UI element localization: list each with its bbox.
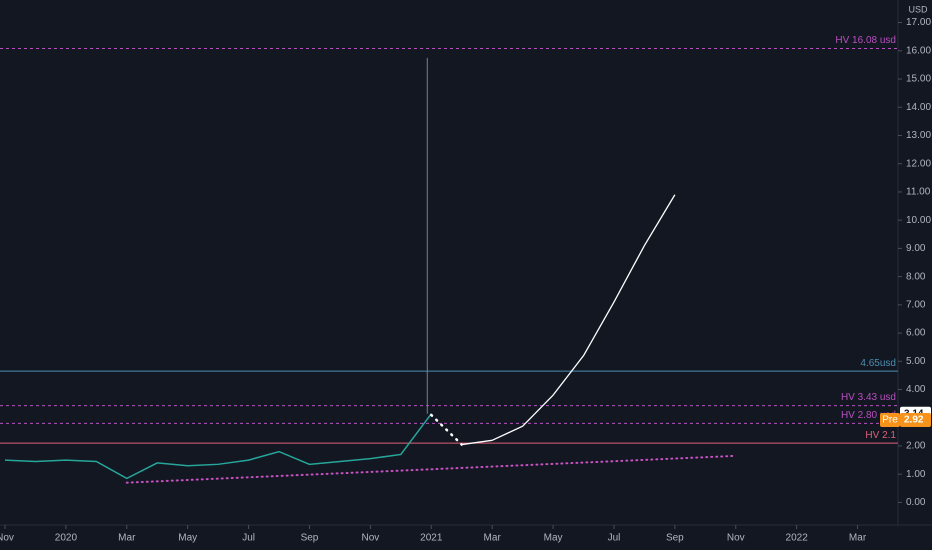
x-tick-label: Nov	[0, 533, 14, 544]
y-tick-label: 6.00	[906, 328, 926, 339]
y-tick-label: 13.00	[906, 130, 931, 141]
y-tick-label: 4.00	[906, 384, 926, 395]
y-tick-label: 2.00	[906, 441, 926, 452]
price-badge	[900, 413, 931, 427]
x-tick-label: Nov	[361, 533, 379, 544]
level-label: HV 3.43 usd	[841, 392, 896, 403]
x-tick-label: May	[544, 533, 563, 544]
y-tick-label: 1.00	[906, 469, 926, 480]
badge-tag-label: Pre	[882, 415, 898, 426]
x-tick-label: Mar	[484, 533, 502, 544]
level-label: 4.65usd	[860, 358, 896, 369]
x-tick-label: May	[178, 533, 197, 544]
y-tick-label: 11.00	[906, 187, 931, 198]
x-tick-label: Nov	[727, 533, 745, 544]
price-badge-label: 2.92	[904, 415, 924, 426]
badge-tag	[880, 413, 900, 427]
y-tick-label: 12.00	[906, 158, 931, 169]
y-tick-label: 15.00	[906, 74, 931, 85]
trendline	[125, 454, 737, 484]
y-tick-label: 8.00	[906, 271, 926, 282]
x-tick-label: Mar	[118, 533, 136, 544]
y-tick-label: 9.00	[906, 243, 926, 254]
price-line	[4, 413, 432, 480]
level-label: HV 2.80 usd	[841, 410, 896, 421]
level-label: HV 2.1	[865, 430, 896, 441]
y-tick-label: 5.00	[906, 356, 926, 367]
level-label: HV 16.08 usd	[835, 35, 896, 46]
curve-projection	[461, 194, 676, 446]
y-tick-label: 14.00	[906, 102, 931, 113]
y-tick-label: 7.00	[906, 299, 926, 310]
y-tick-label: 0.00	[906, 497, 926, 508]
drop-projection	[430, 413, 463, 446]
x-tick-label: 2022	[786, 533, 809, 544]
x-tick-label: Mar	[849, 533, 867, 544]
x-tick-label: 2020	[55, 533, 78, 544]
x-tick-label: Sep	[666, 533, 684, 544]
currency-label: USD	[908, 4, 928, 14]
y-tick-label: 17.00	[906, 17, 931, 28]
x-tick-label: Jul	[242, 533, 255, 544]
x-tick-label: 2021	[420, 533, 443, 544]
y-tick-label: 10.00	[906, 215, 931, 226]
y-tick-label: 16.00	[906, 45, 931, 56]
x-tick-label: Sep	[301, 533, 319, 544]
x-tick-label: Jul	[608, 533, 621, 544]
